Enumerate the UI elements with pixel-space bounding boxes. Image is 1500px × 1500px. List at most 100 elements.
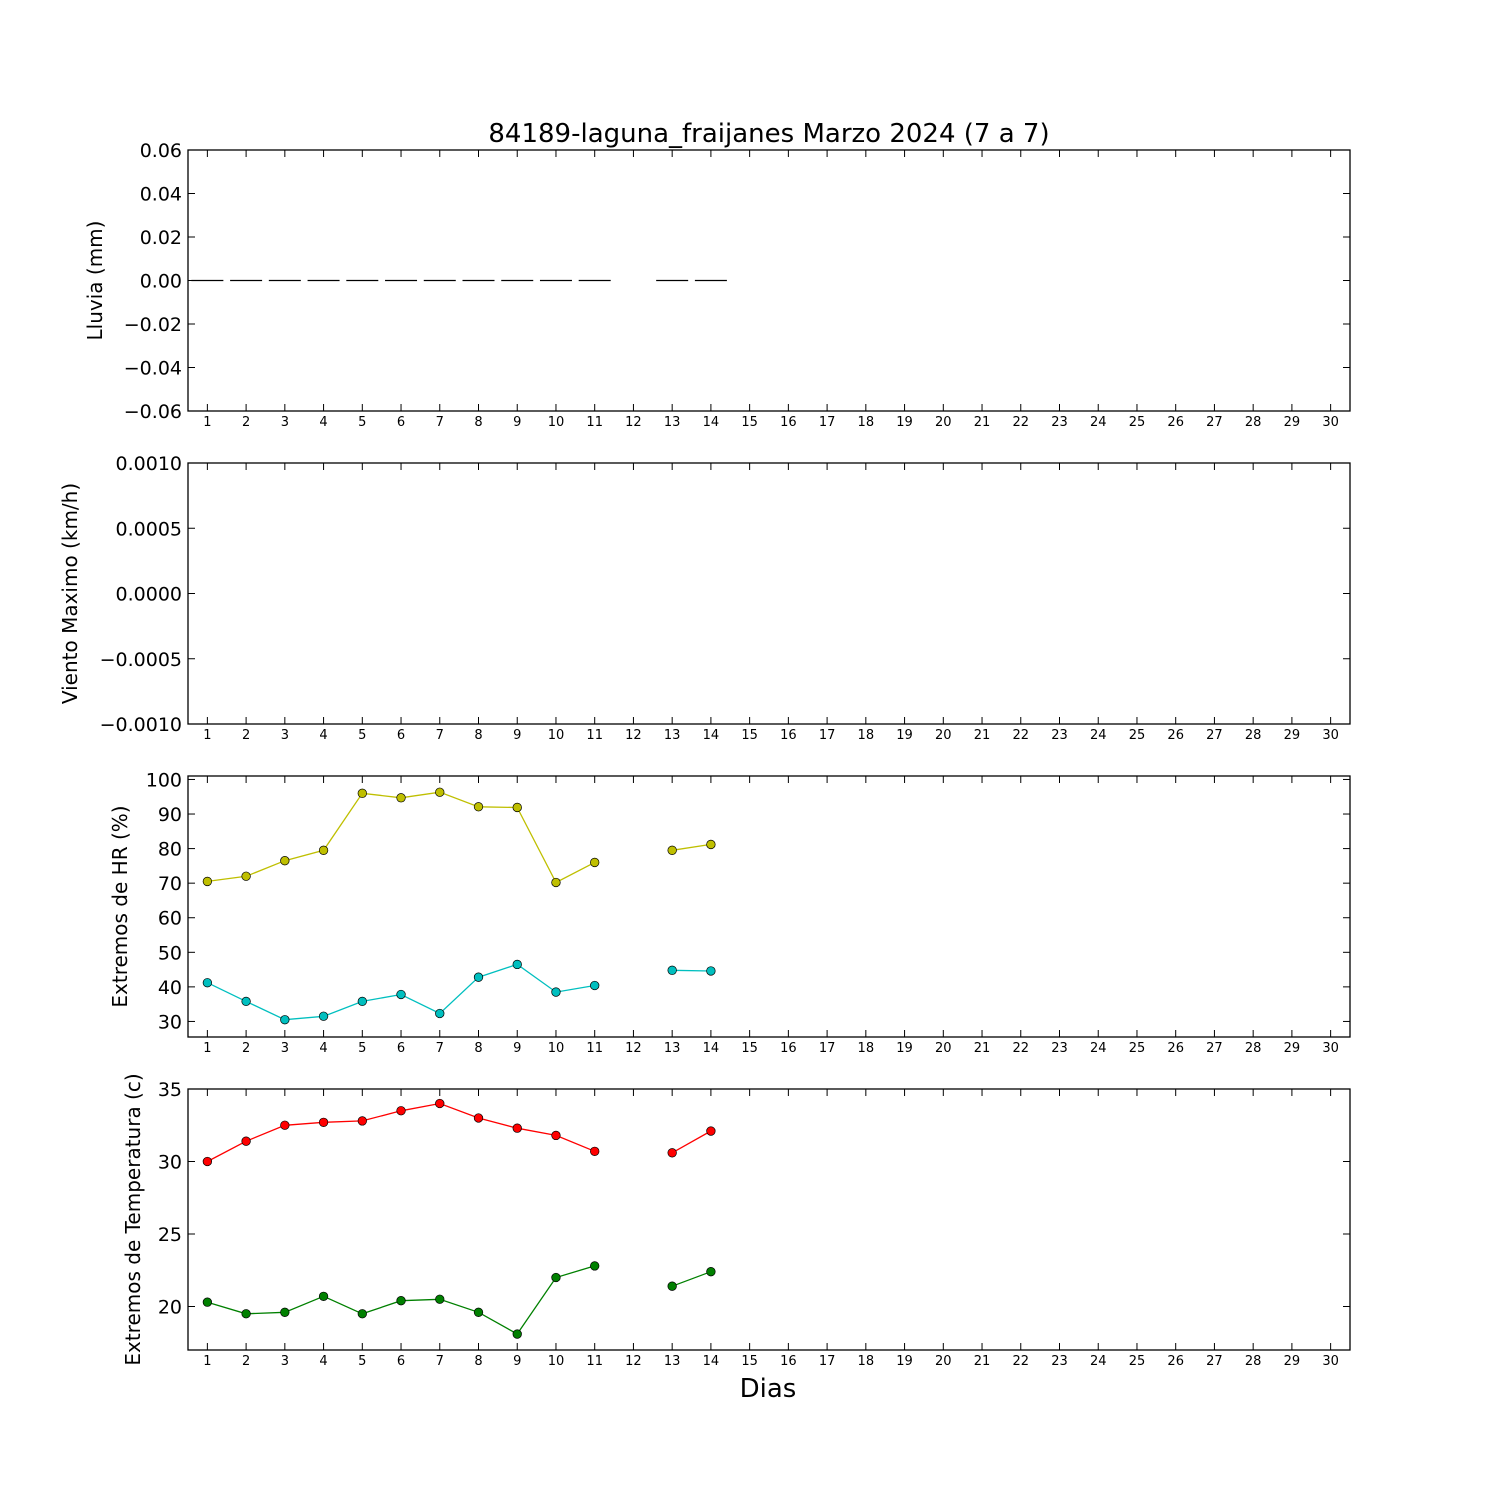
- humidity-ytick-label: 50: [158, 942, 182, 964]
- temperature-point-day-2: [241, 1136, 251, 1146]
- wind-plot-area: [188, 463, 1350, 724]
- humidity-axes-frame: [187, 775, 1351, 1038]
- humidity-point-day-5: [357, 788, 367, 798]
- temperature-xtick-label-2: 2: [242, 1354, 250, 1369]
- temperature-point-day-5: [357, 1116, 367, 1126]
- wind-xtick-label-7: 7: [436, 728, 444, 743]
- rain-xtick-label-19: 19: [896, 415, 913, 430]
- wind-xtick-label-13: 13: [664, 728, 681, 743]
- temperature-ytick-label: 35: [158, 1079, 182, 1101]
- humidity-point-day-13: [667, 965, 677, 975]
- humidity-point-day-14: [706, 966, 716, 976]
- humidity-xtick-label-18: 18: [858, 1041, 875, 1056]
- temperature-point-day-3: [280, 1307, 290, 1317]
- humidity-ytick-label: 60: [158, 908, 182, 930]
- temperature-xtick-label-28: 28: [1245, 1354, 1262, 1369]
- temperature-xtick-label-5: 5: [358, 1354, 366, 1369]
- rain-xtick-label-2: 2: [242, 415, 250, 430]
- humidity-xtick-label-16: 16: [780, 1041, 797, 1056]
- humidity-xtick-label-5: 5: [358, 1041, 366, 1056]
- temperature-xtick-label-18: 18: [858, 1354, 875, 1369]
- humidity-xtick-label-14: 14: [703, 1041, 720, 1056]
- humidity-xtick-label-15: 15: [741, 1041, 758, 1056]
- humidity-xtick-label-27: 27: [1206, 1041, 1223, 1056]
- wind-xtick-label-17: 17: [819, 728, 836, 743]
- temperature-xtick-label-14: 14: [703, 1354, 720, 1369]
- humidity-point-day-2: [241, 871, 251, 881]
- temperature-point-day-4: [318, 1291, 329, 1301]
- humidity-xtick-label-17: 17: [819, 1041, 836, 1056]
- temperature-point-day-1: [202, 1297, 213, 1307]
- temperature-xtick-label-30: 30: [1322, 1354, 1339, 1369]
- temperature-series-1: [202, 1098, 716, 1167]
- temperature-xtick-label-8: 8: [474, 1354, 482, 1369]
- humidity-point-day-10: [551, 877, 561, 888]
- humidity-series-2: [202, 959, 716, 1025]
- wind-xtick-label-11: 11: [586, 728, 603, 743]
- humidity-point-day-6: [396, 793, 406, 803]
- wind-xtick-label-3: 3: [281, 728, 289, 743]
- humidity-xtick-label-13: 13: [664, 1041, 681, 1056]
- wind-xtick-label-30: 30: [1322, 728, 1339, 743]
- humidity-xtick-label-3: 3: [281, 1041, 289, 1056]
- temperature-point-day-6: [396, 1106, 406, 1116]
- humidity-xtick-label-25: 25: [1129, 1041, 1146, 1056]
- humidity-point-day-1: [202, 876, 213, 887]
- wind-xtick-label-8: 8: [474, 728, 482, 743]
- wind-xtick-label-22: 22: [1012, 728, 1029, 743]
- rain-xtick-label-7: 7: [436, 415, 444, 430]
- humidity-xtick-label-11: 11: [586, 1041, 603, 1056]
- wind-xtick-label-20: 20: [935, 728, 952, 743]
- temperature-xtick-label-23: 23: [1051, 1354, 1068, 1369]
- temperature-axes-frame: [187, 1088, 1351, 1351]
- rain-xtick-label-4: 4: [319, 415, 327, 430]
- temperature-ytick-label: 25: [158, 1224, 182, 1246]
- rain-ytick-label: 0.00: [140, 271, 182, 293]
- temperature-point-day-4: [318, 1117, 329, 1127]
- rain-ytick-label: −0.06: [124, 401, 182, 423]
- wind-xtick-label-1: 1: [203, 728, 211, 743]
- temperature-series-1-line-2: [671, 1130, 712, 1154]
- temperature-series-2: [202, 1261, 716, 1339]
- humidity-point-day-2: [241, 996, 251, 1007]
- wind-xtick-label-18: 18: [858, 728, 875, 743]
- temperature-point-day-8: [473, 1113, 484, 1123]
- temperature-xtick-label-27: 27: [1206, 1354, 1223, 1369]
- humidity-xtick-label-24: 24: [1090, 1041, 1107, 1056]
- wind-ytick-label: −0.0005: [100, 649, 182, 671]
- humidity-point-day-14: [706, 839, 716, 850]
- humidity-ytick-label: 100: [146, 769, 182, 791]
- rain-ytick-label: −0.02: [124, 314, 182, 336]
- humidity-ytick-label: 70: [158, 873, 182, 895]
- temperature-point-day-1: [202, 1156, 213, 1167]
- temperature-xtick-label-15: 15: [741, 1354, 758, 1369]
- humidity-xtick-label-23: 23: [1051, 1041, 1068, 1056]
- wind-xtick-label-29: 29: [1284, 728, 1301, 743]
- humidity-xtick-label-30: 30: [1322, 1041, 1339, 1056]
- temperature-point-day-5: [357, 1309, 367, 1319]
- rain-xtick-label-10: 10: [548, 415, 565, 430]
- temperature-xtick-label-9: 9: [513, 1354, 521, 1369]
- rain-xtick-label-27: 27: [1206, 415, 1223, 430]
- temperature-xtick-label-6: 6: [397, 1354, 405, 1369]
- wind-xtick-label-24: 24: [1090, 728, 1107, 743]
- wind-xtick-label-27: 27: [1206, 728, 1223, 743]
- temperature-point-day-7: [435, 1098, 445, 1109]
- rain-xtick-label-24: 24: [1090, 415, 1107, 430]
- humidity-point-day-11: [590, 857, 600, 868]
- x-axis-label: Dias: [740, 1374, 797, 1404]
- wind-xtick-label-21: 21: [974, 728, 991, 743]
- temperature-ytick-label: 20: [158, 1297, 182, 1319]
- humidity-xtick-label-10: 10: [548, 1041, 565, 1056]
- temperature-xtick-label-1: 1: [203, 1354, 211, 1369]
- humidity-xtick-label-19: 19: [896, 1041, 913, 1056]
- humidity-point-day-7: [435, 1008, 445, 1019]
- temperature-xtick-label-11: 11: [586, 1354, 603, 1369]
- humidity-point-day-10: [551, 987, 561, 997]
- humidity-point-day-9: [512, 802, 522, 813]
- wind-xtick-label-4: 4: [319, 728, 327, 743]
- wind-ytick-label: 0.0000: [116, 584, 182, 606]
- rain-y-axis-label: Lluvia (mm): [83, 221, 107, 341]
- rain-xtick-label-3: 3: [281, 415, 289, 430]
